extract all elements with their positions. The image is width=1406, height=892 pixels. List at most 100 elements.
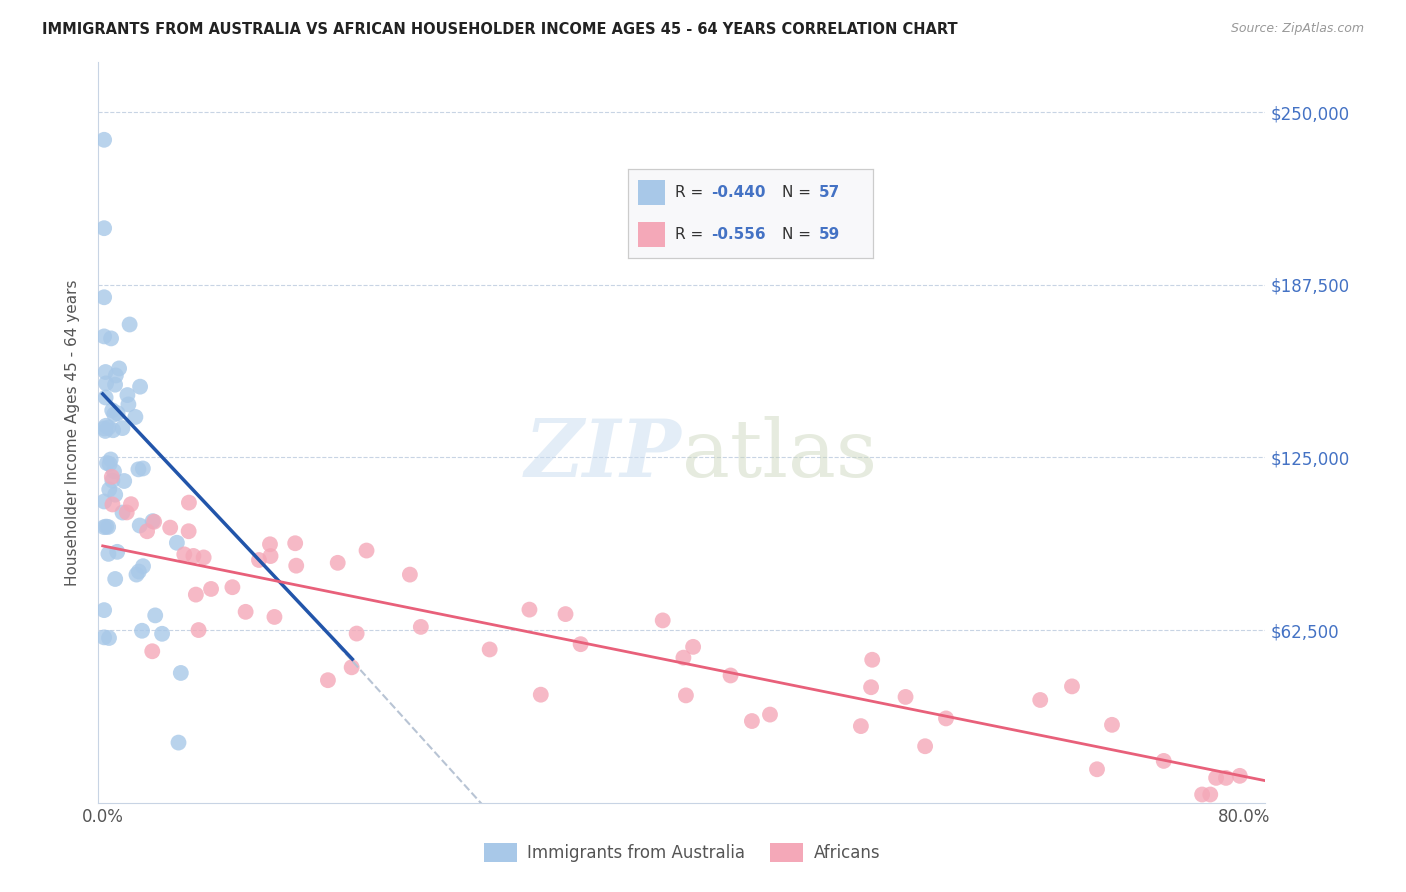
- Text: 59: 59: [820, 227, 841, 243]
- Point: [554, 607, 576, 621]
- Point: [316, 673, 339, 688]
- Point: [128, 565, 150, 579]
- Text: Source: ZipAtlas.com: Source: ZipAtlas.com: [1230, 22, 1364, 36]
- Point: [478, 642, 501, 657]
- Point: [117, 397, 139, 411]
- Point: [115, 505, 138, 519]
- Point: [131, 624, 153, 638]
- Point: [183, 549, 205, 563]
- Point: [530, 688, 553, 702]
- Point: [1191, 788, 1213, 802]
- Point: [93, 221, 115, 235]
- Point: [284, 536, 307, 550]
- Point: [96, 519, 118, 533]
- Point: [860, 653, 883, 667]
- Point: [914, 739, 936, 754]
- Point: [193, 550, 215, 565]
- Point: [187, 623, 209, 637]
- Point: [132, 559, 155, 574]
- Point: [177, 524, 200, 539]
- Point: [894, 690, 917, 704]
- Point: [101, 423, 124, 437]
- Point: [93, 421, 115, 435]
- Point: [340, 660, 363, 674]
- Point: [167, 735, 190, 749]
- Point: [93, 494, 115, 508]
- Point: [101, 498, 124, 512]
- Legend: Immigrants from Australia, Africans: Immigrants from Australia, Africans: [477, 836, 887, 869]
- Point: [118, 318, 141, 332]
- Point: [93, 603, 115, 617]
- Point: [93, 520, 115, 534]
- Point: [143, 608, 166, 623]
- Point: [1101, 718, 1123, 732]
- Point: [94, 391, 117, 405]
- Point: [399, 567, 422, 582]
- Point: [142, 514, 165, 528]
- Point: [98, 457, 121, 471]
- Point: [159, 520, 181, 534]
- Point: [97, 420, 120, 434]
- Text: -0.440: -0.440: [711, 185, 766, 200]
- Point: [720, 668, 742, 682]
- Point: [259, 549, 281, 563]
- Point: [103, 408, 125, 422]
- Point: [104, 368, 127, 383]
- Point: [97, 520, 120, 534]
- Point: [651, 614, 673, 628]
- Point: [1060, 679, 1083, 693]
- Point: [94, 418, 117, 433]
- Point: [132, 461, 155, 475]
- Point: [112, 474, 135, 488]
- Point: [104, 488, 127, 502]
- Point: [125, 567, 148, 582]
- Text: IMMIGRANTS FROM AUSTRALIA VS AFRICAN HOUSEHOLDER INCOME AGES 45 - 64 YEARS CORRE: IMMIGRANTS FROM AUSTRALIA VS AFRICAN HOU…: [42, 22, 957, 37]
- Point: [103, 464, 125, 478]
- Point: [259, 537, 281, 551]
- Text: N =: N =: [782, 227, 817, 243]
- Point: [1215, 771, 1237, 785]
- Point: [101, 470, 124, 484]
- Point: [1229, 769, 1251, 783]
- Point: [935, 711, 957, 725]
- Point: [1029, 693, 1052, 707]
- Point: [672, 650, 695, 665]
- Bar: [638, 222, 665, 247]
- Point: [356, 543, 378, 558]
- Point: [741, 714, 763, 728]
- Point: [173, 547, 195, 561]
- Point: [519, 602, 541, 616]
- Text: atlas: atlas: [682, 416, 877, 494]
- Text: ZIP: ZIP: [524, 416, 682, 493]
- Point: [101, 474, 124, 488]
- Point: [111, 506, 134, 520]
- Point: [1205, 771, 1227, 785]
- Point: [96, 456, 118, 470]
- Point: [184, 588, 207, 602]
- Y-axis label: Householder Income Ages 45 - 64 years: Householder Income Ages 45 - 64 years: [65, 279, 80, 586]
- Point: [93, 290, 115, 304]
- Point: [675, 689, 697, 703]
- Point: [326, 556, 349, 570]
- Point: [177, 495, 200, 509]
- Point: [98, 631, 121, 645]
- Point: [221, 580, 243, 594]
- Point: [128, 518, 150, 533]
- Point: [1153, 754, 1175, 768]
- Text: -0.556: -0.556: [711, 227, 766, 243]
- Point: [93, 133, 115, 147]
- Point: [94, 365, 117, 379]
- Point: [129, 379, 152, 393]
- Point: [97, 547, 120, 561]
- Point: [108, 361, 131, 376]
- Point: [682, 640, 704, 654]
- Point: [143, 515, 166, 529]
- Point: [100, 331, 122, 345]
- Point: [860, 680, 883, 694]
- Point: [100, 452, 122, 467]
- Point: [93, 631, 115, 645]
- Point: [263, 610, 285, 624]
- Point: [120, 497, 142, 511]
- Point: [104, 377, 127, 392]
- Text: 57: 57: [820, 185, 841, 200]
